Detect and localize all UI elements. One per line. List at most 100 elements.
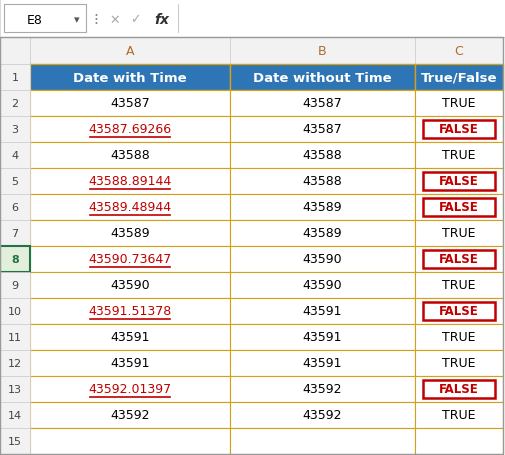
Text: E8: E8: [27, 14, 43, 26]
Bar: [423, 250, 495, 268]
Bar: [30, 169, 230, 195]
Text: FALSE: FALSE: [439, 253, 479, 266]
Text: TRUE: TRUE: [442, 409, 476, 422]
Text: 43592: 43592: [110, 409, 150, 422]
Text: ▾: ▾: [74, 15, 80, 25]
Text: 43592.01397: 43592.01397: [88, 383, 172, 396]
Text: 12: 12: [8, 358, 22, 368]
Bar: [30, 376, 230, 402]
Text: 43589: 43589: [302, 227, 342, 240]
Text: FALSE: FALSE: [439, 201, 479, 214]
Bar: [0, 298, 30, 324]
Text: 43589: 43589: [110, 227, 150, 240]
Bar: [0, 0, 505, 38]
Text: 43590.73647: 43590.73647: [88, 253, 172, 266]
Bar: [415, 221, 503, 247]
Bar: [230, 402, 415, 428]
Text: 43591: 43591: [303, 305, 342, 318]
Bar: [0, 247, 30, 273]
Bar: [230, 273, 415, 298]
Text: TRUE: TRUE: [442, 97, 476, 110]
Text: fx: fx: [155, 13, 170, 27]
Text: 13: 13: [8, 384, 22, 394]
Bar: [415, 298, 503, 324]
Text: C: C: [454, 45, 464, 58]
Bar: [0, 324, 30, 350]
Text: 3: 3: [12, 125, 19, 135]
Text: 15: 15: [8, 436, 22, 446]
Text: 14: 14: [8, 410, 22, 420]
Text: 6: 6: [12, 202, 19, 212]
Bar: [0, 38, 30, 65]
Bar: [0, 273, 30, 298]
Bar: [0, 402, 30, 428]
Text: 43587: 43587: [110, 97, 150, 110]
Bar: [415, 38, 503, 65]
Bar: [230, 91, 415, 117]
Text: FALSE: FALSE: [439, 175, 479, 188]
Bar: [415, 169, 503, 195]
Bar: [415, 376, 503, 402]
Text: FALSE: FALSE: [439, 123, 479, 136]
Text: 43591: 43591: [303, 331, 342, 344]
Bar: [230, 428, 415, 454]
Text: 43592: 43592: [303, 409, 342, 422]
Text: TRUE: TRUE: [442, 149, 476, 162]
Bar: [4, 5, 86, 33]
Bar: [0, 143, 30, 169]
Bar: [230, 376, 415, 402]
Bar: [423, 121, 495, 139]
Text: 10: 10: [8, 306, 22, 316]
Bar: [415, 143, 503, 169]
Text: ⁝: ⁝: [93, 12, 98, 27]
Text: 43588: 43588: [110, 149, 150, 162]
Text: TRUE: TRUE: [442, 227, 476, 240]
Text: 43592: 43592: [303, 383, 342, 396]
Bar: [0, 169, 30, 195]
Text: 43589: 43589: [302, 201, 342, 214]
Bar: [30, 428, 230, 454]
Text: 43589.48944: 43589.48944: [88, 201, 172, 214]
Bar: [0, 91, 30, 117]
Text: TRUE: TRUE: [442, 357, 476, 369]
Bar: [423, 302, 495, 320]
Text: 8: 8: [11, 254, 19, 264]
Bar: [30, 65, 230, 91]
Bar: [30, 247, 230, 273]
Bar: [230, 169, 415, 195]
Bar: [230, 221, 415, 247]
Text: 11: 11: [8, 332, 22, 342]
Text: 43588: 43588: [302, 175, 342, 188]
Bar: [230, 143, 415, 169]
Bar: [423, 380, 495, 398]
Text: A: A: [126, 45, 134, 58]
Bar: [415, 195, 503, 221]
Text: 43588.89144: 43588.89144: [88, 175, 172, 188]
Bar: [30, 298, 230, 324]
Text: 43591: 43591: [303, 357, 342, 369]
Text: Date with Time: Date with Time: [73, 71, 187, 84]
Bar: [30, 350, 230, 376]
Text: ✕: ✕: [110, 14, 120, 26]
Text: Date without Time: Date without Time: [253, 71, 392, 84]
Bar: [423, 172, 495, 191]
Bar: [415, 273, 503, 298]
Bar: [30, 38, 230, 65]
Text: 43587: 43587: [302, 97, 342, 110]
Text: 43590: 43590: [110, 279, 150, 292]
Text: TRUE: TRUE: [442, 279, 476, 292]
Bar: [415, 402, 503, 428]
Text: B: B: [318, 45, 327, 58]
Bar: [415, 350, 503, 376]
Bar: [30, 143, 230, 169]
Text: 9: 9: [12, 280, 19, 290]
Text: 1: 1: [12, 73, 19, 83]
Bar: [30, 402, 230, 428]
Bar: [230, 298, 415, 324]
Bar: [30, 273, 230, 298]
Bar: [415, 91, 503, 117]
Text: FALSE: FALSE: [439, 305, 479, 318]
Bar: [0, 350, 30, 376]
Bar: [0, 65, 30, 91]
Text: 5: 5: [12, 177, 19, 187]
